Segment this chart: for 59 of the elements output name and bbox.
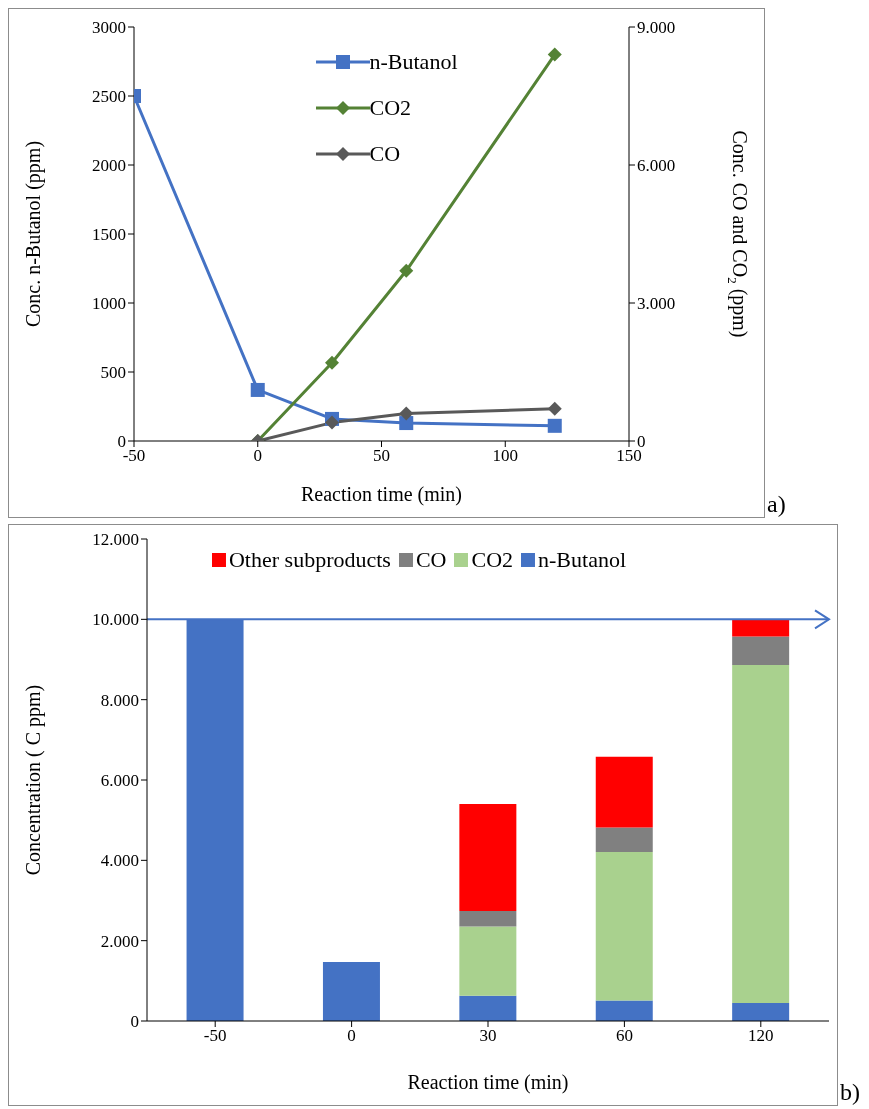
y-axis-title: Conc. n-Butanol (ppm) (22, 140, 45, 328)
y-tick-label: 2.000 (100, 931, 139, 951)
bar (459, 804, 517, 911)
point (399, 263, 414, 278)
y-axis-title: Concentration ( C ppm) (22, 684, 45, 876)
x-tick-label: 150 (616, 446, 642, 466)
y2-tick-label: 6.000 (637, 156, 676, 176)
bar (459, 995, 517, 1021)
x-tick-label: 0 (253, 446, 262, 466)
bar (459, 926, 517, 996)
x-tick-label: 0 (347, 1026, 356, 1046)
y-tick-label: 12.000 (92, 530, 139, 550)
point (250, 382, 265, 397)
bar (732, 1002, 790, 1021)
point (547, 47, 562, 62)
x-axis-title: Reaction time (min) (300, 483, 463, 506)
legend-label: CO2 (369, 95, 412, 121)
text: a) (767, 491, 786, 518)
x-tick-label: -50 (203, 1026, 227, 1046)
bar (595, 827, 653, 852)
legend-label: n-Butanol (369, 49, 458, 75)
y-tick-label: 2000 (92, 156, 126, 176)
legend-label: n-Butanol (538, 547, 627, 573)
bar (732, 618, 790, 637)
text: b) (840, 1079, 860, 1106)
y-tick-label: 1000 (92, 294, 126, 314)
bar (595, 756, 653, 828)
y-tick-label: 3000 (92, 18, 126, 38)
bar (459, 910, 517, 927)
legend-label: CO2 (471, 547, 514, 573)
y-tick-label: 2500 (92, 87, 126, 107)
x-tick-label: 50 (373, 446, 390, 466)
y-tick-label: 8.000 (100, 690, 139, 710)
x-tick-label: 120 (748, 1026, 774, 1046)
point (399, 406, 414, 421)
bar (732, 665, 790, 1003)
y-tick-label: 6.000 (100, 771, 139, 791)
x-tick-label: 100 (492, 446, 518, 466)
point (325, 355, 339, 370)
x-tick-label: 60 (615, 1026, 633, 1046)
y-tick-label: 1500 (92, 225, 126, 245)
bar (732, 636, 790, 666)
y2-tick-label: 9.000 (637, 18, 676, 38)
y-tick-label: 0 (130, 1012, 139, 1032)
legend-label: Other subproducts (228, 547, 391, 573)
legend-label: CO (369, 141, 401, 167)
point (547, 401, 562, 416)
x-axis-title: Reaction time (min) (407, 1071, 569, 1094)
y-tick-label: 10.000 (92, 610, 139, 630)
y-tick-label: 4.000 (100, 851, 139, 871)
point (547, 418, 562, 433)
y2-tick-label: 3.000 (637, 294, 676, 314)
point (325, 415, 339, 430)
bar (595, 851, 653, 1001)
bar (595, 1000, 653, 1021)
x-tick-label: 30 (479, 1026, 497, 1046)
bar (322, 961, 380, 1021)
legend-label: CO (415, 547, 447, 573)
y-tick-label: 500 (100, 363, 126, 383)
